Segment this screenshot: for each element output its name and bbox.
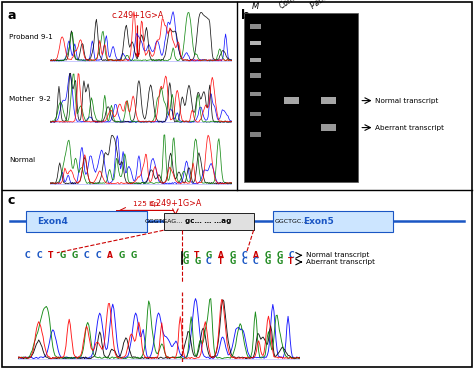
Text: G: G	[229, 258, 236, 266]
Text: G: G	[265, 258, 271, 266]
Bar	[321, 124, 336, 131]
Text: GGGTGAG…: GGGTGAG…	[145, 219, 183, 224]
Text: Normal transcript: Normal transcript	[375, 98, 439, 104]
Text: G: G	[72, 251, 78, 260]
Text: M: M	[252, 2, 259, 11]
Bar	[250, 112, 261, 116]
Text: C: C	[83, 251, 89, 260]
Bar	[244, 13, 358, 182]
Text: G: G	[276, 258, 283, 266]
Bar	[250, 92, 261, 96]
Text: Exon4: Exon4	[36, 217, 68, 226]
Text: c.249+1G>A: c.249+1G>A	[149, 199, 201, 207]
Bar	[164, 213, 254, 230]
Text: Mother  9-2: Mother 9-2	[9, 96, 51, 102]
Text: Patient 9-1: Patient 9-1	[309, 0, 348, 11]
Text: Proband 9-1: Proband 9-1	[9, 34, 53, 40]
Text: A: A	[107, 251, 113, 260]
Text: A: A	[253, 251, 259, 260]
Text: T: T	[48, 251, 54, 260]
Text: G: G	[229, 251, 236, 260]
Text: T: T	[194, 251, 200, 260]
Bar	[273, 211, 393, 232]
Bar	[250, 24, 261, 29]
Text: C: C	[36, 251, 42, 260]
Text: G: G	[118, 251, 125, 260]
Text: G: G	[182, 258, 189, 266]
Text: a: a	[7, 9, 16, 22]
Text: C: C	[241, 251, 247, 260]
Text: 125 bp: 125 bp	[133, 201, 158, 207]
Bar	[250, 73, 261, 77]
Text: Exon5: Exon5	[303, 217, 334, 226]
Text: C: C	[288, 251, 294, 260]
Text: G: G	[60, 251, 66, 260]
Bar	[321, 97, 336, 104]
Text: Normal: Normal	[9, 157, 36, 163]
Text: G: G	[206, 251, 212, 260]
Text: A: A	[218, 251, 224, 260]
Bar	[250, 132, 261, 137]
Text: Aberrant transcript: Aberrant transcript	[306, 259, 375, 265]
Text: C: C	[241, 258, 247, 266]
Text: G: G	[194, 258, 201, 266]
Text: c: c	[7, 194, 15, 207]
Text: b: b	[241, 9, 250, 22]
Text: C: C	[253, 258, 259, 266]
Bar	[250, 41, 261, 45]
Text: C: C	[206, 258, 211, 266]
Text: G: G	[130, 251, 137, 260]
Text: T: T	[288, 258, 294, 266]
Text: G: G	[265, 251, 271, 260]
Text: G: G	[182, 251, 189, 260]
Bar	[284, 97, 300, 104]
Text: gc… … …ag: gc… … …ag	[185, 218, 232, 224]
Bar	[26, 211, 147, 232]
Text: C: C	[25, 251, 30, 260]
Text: GGCTGC…: GGCTGC…	[275, 219, 309, 224]
Text: C: C	[95, 251, 101, 260]
Text: Normal transcript: Normal transcript	[306, 252, 369, 258]
Bar	[250, 58, 261, 62]
Text: Control: Control	[278, 0, 306, 11]
Text: T: T	[218, 258, 223, 266]
Text: Aberrant transcript: Aberrant transcript	[375, 125, 445, 131]
Text: G: G	[276, 251, 283, 260]
Text: c.249+1G>A: c.249+1G>A	[111, 11, 164, 57]
